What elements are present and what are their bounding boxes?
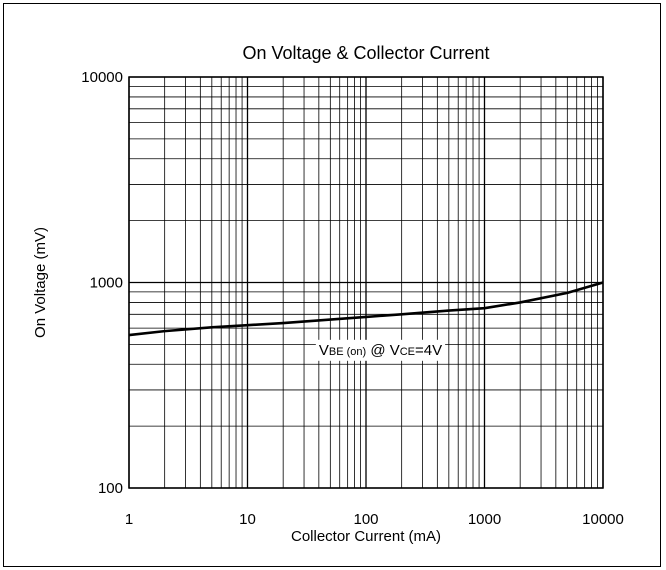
y-tick-label: 100 <box>98 480 123 497</box>
annotation-label-part: =4V <box>415 342 442 359</box>
series-layer <box>128 281 604 337</box>
annotation-label-part: V <box>319 342 329 359</box>
chart-title: On Voltage & Collector Current <box>242 43 489 63</box>
y-tick-label: 10000 <box>81 69 123 86</box>
plot-border <box>128 76 604 489</box>
annotation-label-part: V <box>390 342 400 359</box>
x-axis-label: Collector Current (mA) <box>291 528 441 545</box>
annotation-background <box>315 339 446 361</box>
annotation-label-part: @ <box>366 342 390 359</box>
x-tick-label: 100 <box>353 511 378 528</box>
annotation-layer: VBE (on) @ VCE=4V <box>315 339 446 361</box>
ticks-layer: 1 10 100 1000 10000 100 1000 10000 <box>81 69 624 528</box>
y-axis-label: On Voltage (mV) <box>32 227 49 338</box>
y-tick-label: 1000 <box>90 275 123 292</box>
x-tick-label: 10000 <box>582 511 624 528</box>
x-tick-label: 1 <box>125 511 133 528</box>
annotation-label: VBE (on) @ VCE=4V <box>319 342 442 359</box>
series-line <box>128 281 604 337</box>
annotation-label-part: CE <box>400 346 415 358</box>
annotation-label-part: BE (on) <box>329 346 366 358</box>
x-tick-label: 1000 <box>468 511 501 528</box>
x-tick-label: 10 <box>239 511 256 528</box>
